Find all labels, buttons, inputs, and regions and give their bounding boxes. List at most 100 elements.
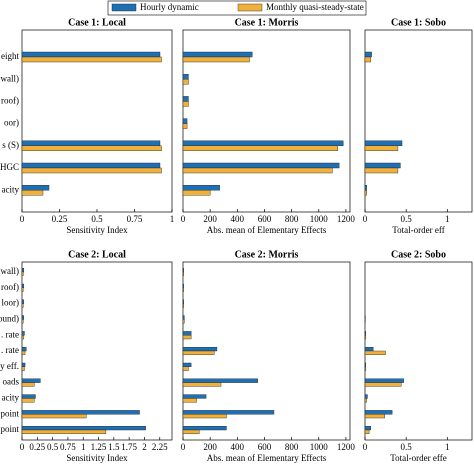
bar bbox=[21, 167, 162, 174]
bar bbox=[182, 189, 211, 196]
x-tick-label: 0 bbox=[363, 214, 368, 224]
y-tick-label: . rate bbox=[1, 345, 19, 355]
panel-title: Case 1: Morris bbox=[235, 17, 299, 28]
y-tick-label: oor) bbox=[4, 118, 19, 128]
bar bbox=[21, 283, 25, 288]
x-tick-label: 0 bbox=[181, 214, 186, 224]
bar bbox=[182, 382, 222, 387]
bar bbox=[21, 398, 35, 403]
x-tick-label: 600 bbox=[258, 442, 272, 452]
bar bbox=[182, 410, 275, 415]
bar bbox=[364, 56, 371, 63]
bar bbox=[182, 271, 184, 276]
x-tick-label: 0.5 bbox=[401, 442, 413, 452]
bar bbox=[182, 96, 189, 102]
bar bbox=[21, 319, 24, 324]
legend-swatch bbox=[111, 3, 137, 12]
bar bbox=[364, 335, 367, 340]
bar bbox=[364, 145, 399, 152]
legend-label: Hourly dynamic bbox=[140, 2, 199, 12]
bar bbox=[182, 123, 188, 129]
bar bbox=[182, 78, 189, 85]
x-tick-label: 1200 bbox=[337, 214, 356, 224]
x-tick-label: 1000 bbox=[310, 442, 329, 452]
x-tick-label: 2.25 bbox=[152, 442, 168, 452]
panel-title: Case 1: Local bbox=[68, 17, 126, 28]
x-tick-label: 400 bbox=[231, 214, 245, 224]
bar bbox=[21, 184, 50, 191]
bar bbox=[182, 335, 192, 340]
x-tick-label: 0 bbox=[20, 214, 25, 224]
x-tick-label: 0.25 bbox=[52, 214, 68, 224]
bar bbox=[364, 382, 402, 387]
x-tick-label: 600 bbox=[258, 214, 272, 224]
bar bbox=[21, 350, 26, 355]
bar bbox=[364, 362, 367, 367]
bar bbox=[21, 347, 27, 352]
bar bbox=[364, 426, 371, 431]
panel-title: Case 2: Sobo bbox=[391, 249, 446, 260]
x-axis-label: Abs. mean of Elementary Effects bbox=[207, 225, 327, 235]
y-tick-label: eight bbox=[1, 51, 19, 61]
y-tick-label: y eff. bbox=[0, 361, 19, 371]
bar bbox=[21, 162, 161, 169]
bar bbox=[182, 56, 250, 63]
bar bbox=[21, 303, 24, 308]
panel-title: Case 2: Morris bbox=[235, 249, 299, 260]
bar bbox=[21, 299, 25, 304]
y-tick-label: HGC bbox=[0, 162, 19, 172]
bar bbox=[182, 426, 227, 431]
x-axis-label: Sensitivity Index bbox=[66, 453, 128, 463]
bar bbox=[182, 140, 344, 147]
x-tick-label: 1 bbox=[81, 442, 86, 452]
bar bbox=[364, 162, 401, 169]
y-tick-label: . rate bbox=[1, 329, 19, 339]
x-tick-label: 200 bbox=[203, 214, 217, 224]
bar bbox=[182, 268, 184, 273]
x-tick-label: 0.5 bbox=[91, 214, 103, 224]
bar bbox=[364, 189, 367, 196]
bar bbox=[21, 362, 26, 367]
bar bbox=[182, 366, 189, 371]
x-tick-label: 0 bbox=[363, 442, 368, 452]
bar bbox=[21, 382, 35, 387]
bar bbox=[364, 394, 368, 399]
bar bbox=[21, 268, 25, 273]
bar bbox=[21, 335, 25, 340]
bar bbox=[182, 118, 188, 124]
bar bbox=[21, 410, 140, 415]
y-tick-label: oads bbox=[3, 377, 20, 387]
x-tick-label: 0.5 bbox=[47, 442, 59, 452]
bar bbox=[21, 429, 107, 434]
x-axis-label: Total-order effe bbox=[390, 453, 446, 463]
x-tick-label: 1 bbox=[445, 214, 450, 224]
y-tick-label: point bbox=[0, 408, 19, 418]
y-tick-label: ound) bbox=[0, 313, 19, 323]
bar bbox=[182, 162, 340, 169]
bar bbox=[364, 429, 370, 434]
x-tick-label: 800 bbox=[285, 442, 299, 452]
x-tick-label: 0.75 bbox=[60, 442, 76, 452]
bar bbox=[182, 287, 184, 292]
bar bbox=[182, 315, 185, 320]
bar bbox=[21, 271, 24, 276]
x-tick-label: 1200 bbox=[337, 442, 356, 452]
bar bbox=[182, 299, 184, 304]
x-tick-label: 1.25 bbox=[91, 442, 107, 452]
bar bbox=[182, 394, 207, 399]
bar bbox=[364, 347, 374, 352]
bar bbox=[21, 378, 41, 383]
bar bbox=[182, 398, 197, 403]
bar bbox=[182, 331, 192, 336]
panel-frame bbox=[364, 29, 473, 213]
y-tick-label: s (S) bbox=[2, 140, 19, 150]
x-tick-label: 200 bbox=[203, 442, 217, 452]
y-tick-label: loor) bbox=[2, 298, 20, 308]
bar bbox=[182, 184, 220, 191]
bar bbox=[182, 101, 189, 107]
bar bbox=[182, 347, 218, 352]
bar bbox=[21, 426, 146, 431]
bar bbox=[21, 56, 162, 63]
bar bbox=[21, 140, 161, 147]
